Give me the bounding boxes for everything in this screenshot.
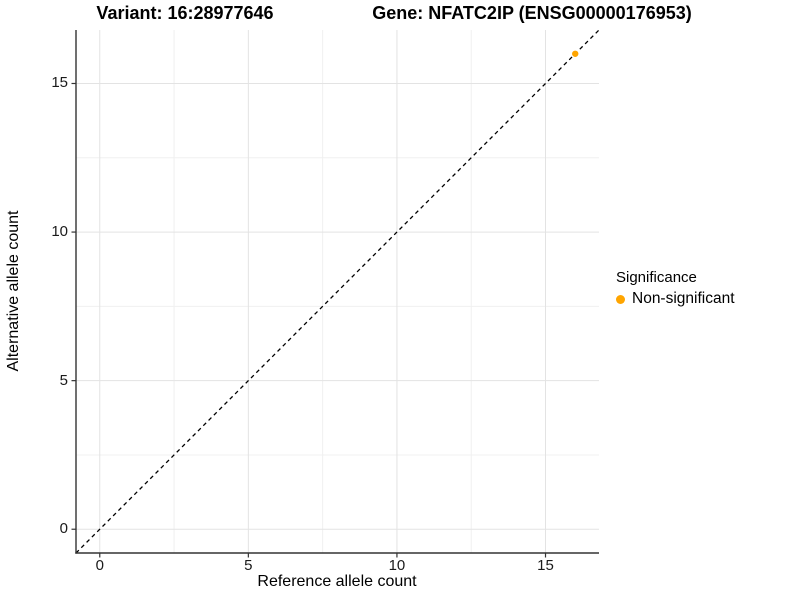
y-tick-label: 5 bbox=[59, 371, 68, 389]
y-tick-label: 10 bbox=[51, 223, 68, 241]
identity-dashed-line bbox=[75, 29, 600, 554]
plot-title-variant: Variant: 16:28977646 bbox=[96, 3, 274, 23]
legend-point-icon bbox=[616, 294, 625, 304]
x-axis-title: Reference allele count bbox=[257, 573, 417, 590]
legend-item-label: Non-significant bbox=[632, 290, 735, 307]
legend-item-non-significant: Non-significant bbox=[616, 290, 735, 308]
x-tick-label: 10 bbox=[388, 557, 406, 574]
x-tick-label: 5 bbox=[244, 557, 253, 574]
legend: Significance Non-significant bbox=[616, 269, 735, 308]
y-tick-label: 0 bbox=[59, 520, 68, 538]
x-tick-label: 0 bbox=[95, 557, 104, 574]
legend-title: Significance bbox=[616, 269, 697, 286]
x-tick-label: 15 bbox=[537, 557, 554, 574]
y-tick-label: 15 bbox=[51, 74, 68, 92]
plot-title-gene: Gene: NFATC2IP (ENSG00000176953) bbox=[372, 3, 692, 23]
data-point bbox=[572, 50, 579, 57]
y-axis-title: Alternative allele count bbox=[5, 210, 22, 372]
